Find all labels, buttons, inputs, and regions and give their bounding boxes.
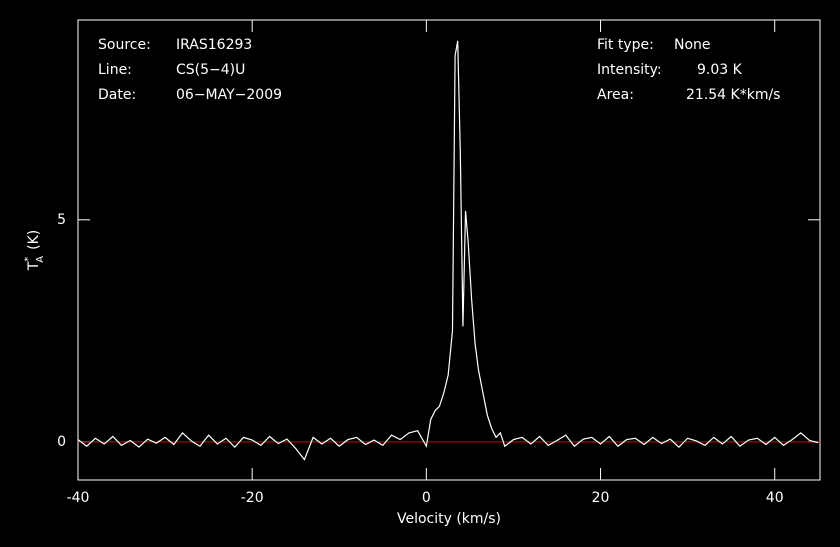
- y-label-unit: (K): [26, 230, 42, 250]
- info-label: Source:: [98, 37, 151, 53]
- info-value: None: [674, 37, 711, 53]
- x-tick-label: 20: [592, 490, 610, 506]
- info-label: Line:: [98, 62, 132, 78]
- info-label: Area:: [597, 87, 634, 103]
- y-axis-label: T*A (K): [23, 230, 46, 272]
- x-tick-label: 0: [422, 490, 431, 506]
- y-tick-label: 5: [57, 212, 66, 228]
- y-label-sub: A: [35, 256, 46, 263]
- y-label-main: T: [26, 261, 42, 271]
- x-tick-label: 40: [766, 490, 784, 506]
- x-tick-label: -40: [67, 490, 90, 506]
- x-axis-label: Velocity (km/s): [397, 511, 501, 527]
- y-tick-label: 0: [57, 434, 66, 450]
- info-value: IRAS16293: [176, 37, 252, 53]
- x-tick-label: -20: [241, 490, 264, 506]
- info-value: 06−MAY−2009: [176, 87, 282, 103]
- info-label: Intensity:: [597, 62, 662, 78]
- info-value: CS(5−4)U: [176, 62, 245, 78]
- spectrum-line: [77, 40, 819, 461]
- info-label: Date:: [98, 87, 136, 103]
- y-label-sup: *: [23, 257, 34, 262]
- plot-frame: [77, 19, 821, 481]
- info-label: Fit type:: [597, 37, 654, 53]
- info-value: 9.03 K: [697, 62, 743, 78]
- info-value: 21.54 K*km/s: [686, 87, 780, 103]
